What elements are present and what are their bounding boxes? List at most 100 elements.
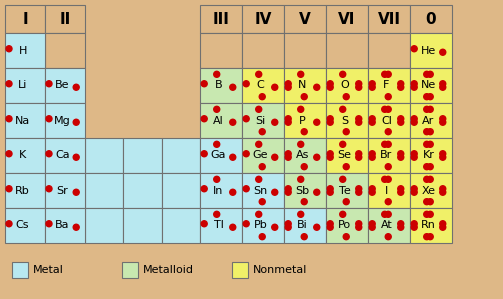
Circle shape	[256, 106, 262, 112]
Circle shape	[356, 189, 362, 195]
Circle shape	[385, 199, 391, 205]
Circle shape	[214, 176, 220, 182]
Bar	[242, 138, 284, 173]
Bar	[242, 5, 284, 33]
Circle shape	[427, 211, 433, 217]
Circle shape	[301, 234, 307, 240]
Bar	[45, 103, 85, 138]
Circle shape	[272, 154, 278, 160]
Bar	[200, 5, 242, 33]
Circle shape	[327, 221, 333, 227]
Text: Bi: Bi	[297, 220, 308, 231]
Circle shape	[427, 94, 433, 100]
Bar	[284, 5, 326, 33]
Circle shape	[356, 151, 362, 157]
Circle shape	[398, 119, 404, 125]
Bar	[200, 68, 242, 103]
Bar	[326, 173, 368, 208]
Circle shape	[298, 176, 304, 182]
Circle shape	[343, 129, 349, 135]
Bar	[5, 68, 45, 103]
Circle shape	[369, 151, 375, 157]
Bar	[410, 173, 452, 208]
Bar	[232, 262, 248, 278]
Bar	[326, 138, 368, 173]
Bar	[45, 208, 85, 243]
Circle shape	[385, 234, 391, 240]
Circle shape	[272, 189, 278, 195]
Bar	[12, 262, 28, 278]
Circle shape	[411, 224, 417, 230]
Bar	[410, 208, 452, 243]
Text: Ga: Ga	[211, 150, 226, 161]
Circle shape	[424, 94, 430, 100]
Bar	[45, 68, 85, 103]
Circle shape	[201, 81, 207, 87]
Circle shape	[411, 46, 417, 52]
Circle shape	[398, 81, 404, 87]
Circle shape	[343, 234, 349, 240]
Circle shape	[398, 224, 404, 230]
Circle shape	[440, 84, 446, 90]
Bar	[284, 103, 326, 138]
Bar	[368, 68, 410, 103]
Circle shape	[301, 199, 307, 205]
Bar	[123, 138, 161, 173]
Circle shape	[285, 221, 291, 227]
Circle shape	[73, 84, 79, 90]
Circle shape	[272, 84, 278, 90]
Bar	[122, 262, 138, 278]
Bar	[410, 103, 452, 138]
Circle shape	[424, 176, 430, 182]
Circle shape	[259, 129, 265, 135]
Circle shape	[427, 234, 433, 240]
Circle shape	[424, 199, 430, 205]
Circle shape	[398, 221, 404, 227]
Bar	[200, 208, 242, 243]
Circle shape	[356, 186, 362, 192]
Circle shape	[73, 189, 79, 195]
Circle shape	[385, 176, 391, 182]
Text: Te: Te	[339, 185, 351, 196]
Circle shape	[256, 211, 262, 217]
Text: Mg: Mg	[54, 115, 71, 126]
Circle shape	[301, 164, 307, 170]
Circle shape	[382, 176, 388, 182]
Bar	[45, 173, 85, 208]
Circle shape	[6, 221, 12, 227]
Text: Ca: Ca	[55, 150, 70, 161]
Circle shape	[411, 154, 417, 160]
Circle shape	[340, 71, 346, 77]
Circle shape	[398, 151, 404, 157]
Text: Si: Si	[256, 115, 266, 126]
Circle shape	[46, 151, 52, 157]
Text: F: F	[383, 80, 390, 91]
Bar	[242, 103, 284, 138]
Circle shape	[385, 106, 391, 112]
Circle shape	[314, 119, 320, 125]
Bar	[242, 33, 284, 68]
Text: P: P	[299, 115, 306, 126]
Text: He: He	[421, 45, 436, 56]
Circle shape	[369, 119, 375, 125]
Circle shape	[440, 81, 446, 87]
Circle shape	[256, 176, 262, 182]
Bar	[85, 208, 123, 243]
Circle shape	[440, 119, 446, 125]
Bar	[5, 208, 45, 243]
Circle shape	[73, 224, 79, 230]
Circle shape	[340, 211, 346, 217]
Circle shape	[201, 221, 207, 227]
Circle shape	[6, 151, 12, 157]
Circle shape	[385, 71, 391, 77]
Circle shape	[356, 221, 362, 227]
Text: H: H	[19, 45, 27, 56]
Text: N: N	[298, 80, 307, 91]
Text: Na: Na	[15, 115, 30, 126]
Text: Sn: Sn	[254, 185, 268, 196]
Circle shape	[272, 224, 278, 230]
Circle shape	[398, 116, 404, 122]
Circle shape	[298, 106, 304, 112]
Circle shape	[285, 224, 291, 230]
Circle shape	[327, 154, 333, 160]
